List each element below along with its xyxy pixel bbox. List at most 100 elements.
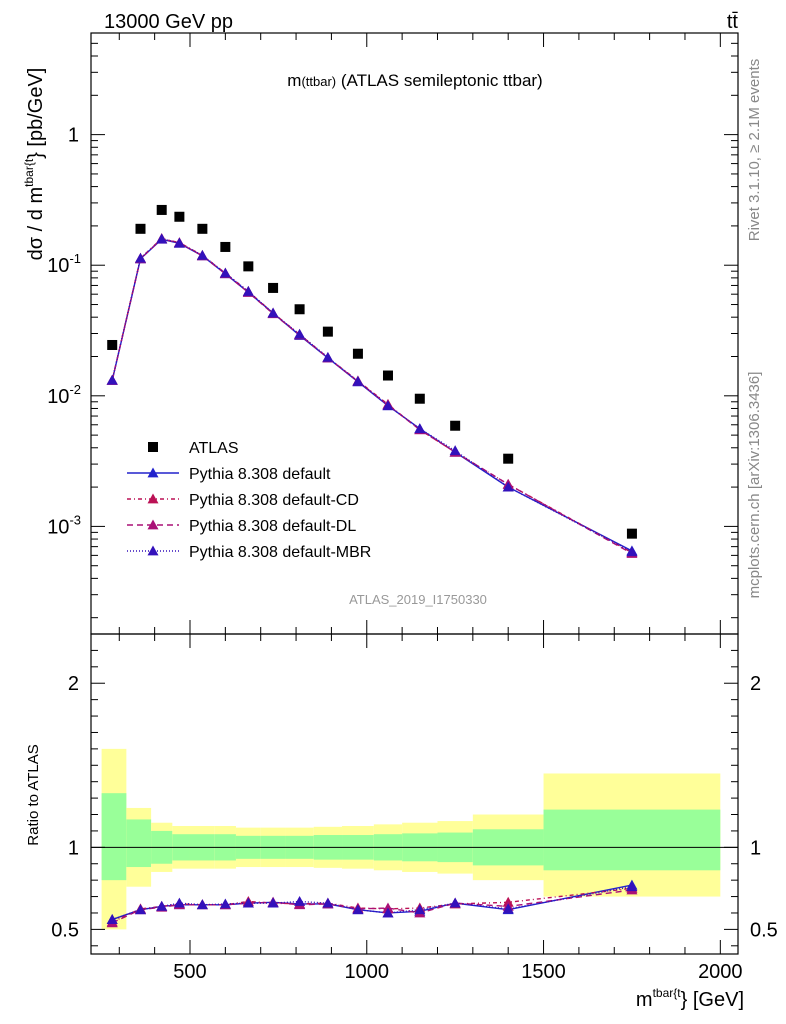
y-axis-label-sup: tbar{t <box>22 158 36 187</box>
axis-ticks <box>91 32 738 954</box>
series-markers <box>106 204 638 928</box>
series-marker <box>106 374 118 385</box>
stat-uncertainty-band <box>543 809 721 871</box>
ratio-series-marker <box>106 914 118 924</box>
series-marker <box>173 237 185 248</box>
ratio-series-marker <box>219 898 231 909</box>
x-axis-label: mtbar{t} [GeV] <box>636 986 744 1011</box>
ratio-series-marker <box>322 897 334 908</box>
ratio-panel-frame <box>90 633 739 955</box>
series-marker <box>382 400 394 411</box>
stat-uncertainty-band <box>126 819 152 868</box>
legend-marker <box>148 442 158 452</box>
legend-marker <box>147 519 159 530</box>
ratio-series-line <box>111 889 633 924</box>
ratio-y-tick-label-left: 2 <box>68 673 79 695</box>
x-tick-label: 500 <box>173 961 206 983</box>
series-marker <box>352 375 364 386</box>
data-point <box>626 528 637 539</box>
x-axis-label-main: m <box>636 989 653 1011</box>
series-marker <box>219 267 231 278</box>
data-point <box>382 370 393 381</box>
header-left: 13000 GeV pp <box>104 11 233 33</box>
data-point <box>450 420 461 431</box>
series-marker <box>502 481 514 492</box>
rivet-label: Rivet 3.1.10, ≥ 2.1M events <box>746 59 763 242</box>
ratio-series-line <box>111 886 633 921</box>
y-axis-label-ratio: Ratio to ATLAS <box>25 744 42 845</box>
x-axis-label-sup: tbar{t <box>653 986 682 1000</box>
ratio-series-marker <box>267 897 279 908</box>
series-marker <box>196 249 208 260</box>
legend-marker <box>147 467 159 478</box>
ratio-series-marker <box>242 897 254 908</box>
data-point <box>268 282 279 293</box>
y-axis-label-tail: } [pb/GeV] <box>25 68 47 159</box>
x-axis-label-tail: } [GeV] <box>681 989 744 1011</box>
data-point <box>197 223 208 234</box>
series-line <box>111 238 633 553</box>
ratio-series-marker <box>502 903 514 914</box>
series-marker <box>449 445 461 456</box>
series-line <box>111 237 633 554</box>
ratio-series-marker <box>449 897 461 908</box>
data-point <box>156 204 167 215</box>
series-marker <box>134 252 146 263</box>
watermark-label: ATLAS_2019_I1750330 <box>349 592 487 607</box>
ratio-series-marker <box>173 897 185 908</box>
data-point <box>174 211 185 222</box>
series-marker <box>626 546 638 557</box>
ratio-y-tick-label-right: 2 <box>750 673 761 695</box>
uncertainty-bands <box>91 748 738 930</box>
legend-label: Pythia 8.308 default-DL <box>189 518 356 535</box>
data-point <box>243 261 254 272</box>
ratio-y-tick-label-right: 1 <box>750 837 761 859</box>
x-tick-label: 1000 <box>345 961 390 983</box>
legend: ATLAS Pythia 8.308 default Pythia 8.308 de… <box>127 440 371 561</box>
mcplots-label: mcplots.cern.ch [arXiv:1306.3436] <box>746 372 763 599</box>
data-point <box>107 339 118 350</box>
series-marker <box>294 328 306 339</box>
data-point <box>135 223 146 234</box>
x-tick-label: 2000 <box>698 961 743 983</box>
legend-marker <box>147 545 159 556</box>
data-point <box>220 241 231 252</box>
legend-label: Pythia 8.308 default <box>189 466 331 483</box>
data-point <box>322 326 333 337</box>
ratio-y-tick-label-right: 0.5 <box>750 919 778 941</box>
ratio-series-marker <box>294 895 306 906</box>
data-point <box>414 393 425 404</box>
series-marker <box>242 285 254 296</box>
x-tick-label: 1500 <box>521 961 566 983</box>
series-marker <box>267 307 279 318</box>
ratio-series-marker <box>382 907 394 918</box>
y-tick-label: 10-2 <box>47 382 81 408</box>
y-axis-label-main: dσ / d mtbar{t} [pb/GeV] <box>22 68 47 261</box>
ratio-series-marker <box>196 899 208 910</box>
ratio-series-marker <box>352 904 364 915</box>
series-lines <box>111 237 633 924</box>
ratio-series-marker <box>414 904 426 915</box>
data-point <box>503 453 514 464</box>
y-tick-label: 10-3 <box>47 512 81 538</box>
data-point <box>352 348 363 359</box>
ratio-y-tick-label-left: 0.5 <box>51 919 79 941</box>
y-axis-label-main-part: dσ / d m <box>25 187 47 260</box>
ratio-y-tick-label-left: 1 <box>68 837 79 859</box>
ratio-series-marker <box>134 904 146 915</box>
y-tick-label: 1 <box>68 125 79 147</box>
data-point <box>294 304 305 315</box>
ratio-series-marker <box>626 881 638 892</box>
legend-marker <box>147 493 159 504</box>
y-tick-label: 10-1 <box>47 251 81 277</box>
legend-label: ATLAS <box>189 440 239 457</box>
legend-label: Pythia 8.308 default-CD <box>189 492 359 509</box>
header-right: tt̄ <box>727 11 739 33</box>
series-marker <box>322 351 334 362</box>
chart-title: m(ttbar) (ATLAS semileptonic ttbar) <box>287 71 542 90</box>
stat-uncertainty-band <box>101 793 127 881</box>
series-marker <box>156 233 168 244</box>
legend-label: Pythia 8.308 default-MBR <box>189 544 371 561</box>
series-marker <box>414 423 426 434</box>
